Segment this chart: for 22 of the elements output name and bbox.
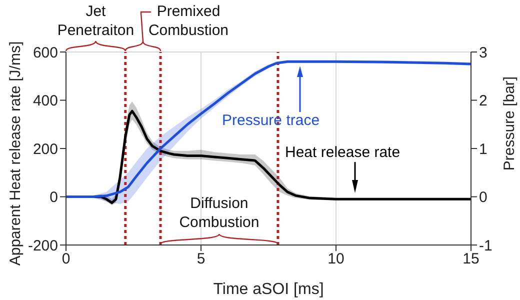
y2-tick-label: -1 xyxy=(479,237,492,254)
annotation: Heat release rate xyxy=(285,144,400,161)
x-tick-label: 10 xyxy=(328,250,344,268)
y2-axis-title: Pressure [bar] xyxy=(501,76,518,171)
x-axis-title: Time aSOI [ms] xyxy=(213,281,324,298)
x-tick-label: 5 xyxy=(196,250,206,268)
y2-tick-label: 0 xyxy=(479,189,488,206)
y-axis-title: Apparent Heat release rate [J/ms] xyxy=(7,41,24,266)
annotation: Diffusion Combustion xyxy=(179,195,260,231)
y-tick-label: 400 xyxy=(32,92,58,110)
y2-tick-label: 1 xyxy=(479,140,488,158)
y-tick-label: 0 xyxy=(50,189,58,206)
y2-tick-label: 2 xyxy=(479,92,488,110)
annotation: Pressure trace xyxy=(222,112,320,129)
y-tick-label: -200 xyxy=(28,237,58,254)
text: Jet Penetraiton xyxy=(57,3,134,39)
text: Premixed Combustion xyxy=(148,3,229,39)
y2-tick-label: 3 xyxy=(479,44,488,62)
x-tick-label: 15 xyxy=(462,250,480,268)
y-tick-label: 200 xyxy=(32,140,58,158)
y-tick-label: 600 xyxy=(32,44,58,62)
x-tick-label: 0 xyxy=(62,250,70,268)
